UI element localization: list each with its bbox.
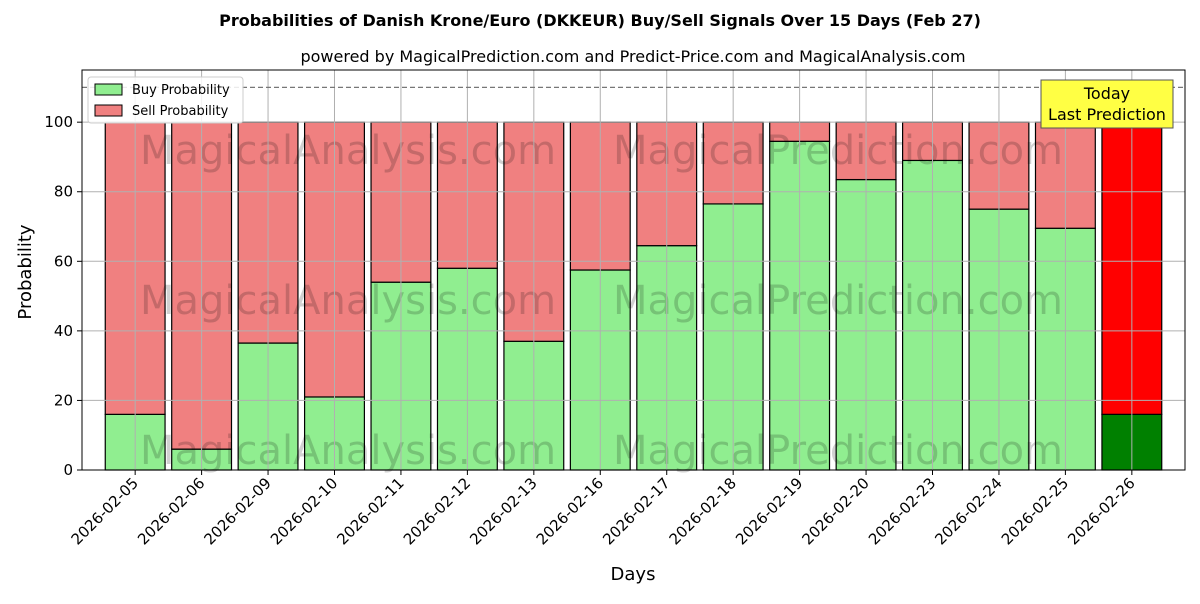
x-tick-label: 2026-02-09 [200, 474, 274, 548]
watermark-text: MagicalPrediction.com [613, 278, 1063, 324]
legend-frame [87, 76, 244, 124]
legend: Buy Probability Sell Probability [87, 76, 244, 124]
y-tick-label: 20 [54, 391, 73, 409]
annotation-text: Last Prediction [1048, 105, 1166, 124]
y-tick-label: 60 [54, 252, 73, 270]
legend-swatch [94, 104, 123, 117]
watermark-text: MagicalAnalysis.com [140, 278, 556, 324]
chart-subtitle: powered by MagicalPrediction.com and Pre… [300, 47, 965, 66]
plot-frame [81, 69, 1186, 471]
annotation-text: Today [1083, 84, 1130, 103]
chart-title: Probabilities of Danish Krone/Euro (DKKE… [219, 11, 981, 30]
x-tick-label: 2026-02-25 [998, 474, 1072, 548]
x-tick-label: 2026-02-20 [799, 474, 873, 548]
watermark-text: MagicalPrediction.com [613, 428, 1063, 474]
x-tick-label: 2026-02-17 [599, 474, 673, 548]
x-tick-label: 2026-02-19 [732, 474, 806, 548]
x-tick-label: 2026-02-16 [533, 474, 607, 548]
x-axis-label: Days [611, 564, 656, 585]
watermark-text: MagicalAnalysis.com [140, 428, 556, 474]
y-tick-label: 0 [63, 461, 73, 479]
x-tick-label: 2026-02-24 [931, 474, 1005, 548]
y-tick-label: 80 [54, 183, 73, 201]
legend-swatch [94, 83, 123, 96]
x-tick-label: 2026-02-05 [68, 474, 142, 548]
legend-label: Buy Probability [132, 83, 230, 98]
x-tick-label: 2026-02-18 [666, 474, 740, 548]
x-tick-label: 2026-02-23 [865, 474, 939, 548]
x-tick-label: 2026-02-26 [1064, 474, 1138, 548]
x-tick-label: 2026-02-06 [134, 474, 208, 548]
x-tick-label: 2026-02-12 [400, 474, 474, 548]
x-tick-label: 2026-02-11 [333, 474, 407, 548]
y-tick-label: 100 [44, 113, 73, 131]
annotation-box [1040, 79, 1174, 129]
x-tick-label: 2026-02-13 [466, 474, 540, 548]
watermark-text: MagicalAnalysis.com [140, 128, 556, 174]
x-tick-label: 2026-02-10 [267, 474, 341, 548]
watermark-text: MagicalPrediction.com [613, 128, 1063, 174]
y-tick-label: 40 [54, 322, 73, 340]
legend-label: Sell Probability [132, 104, 229, 119]
y-axis-label: Probability [15, 224, 36, 319]
